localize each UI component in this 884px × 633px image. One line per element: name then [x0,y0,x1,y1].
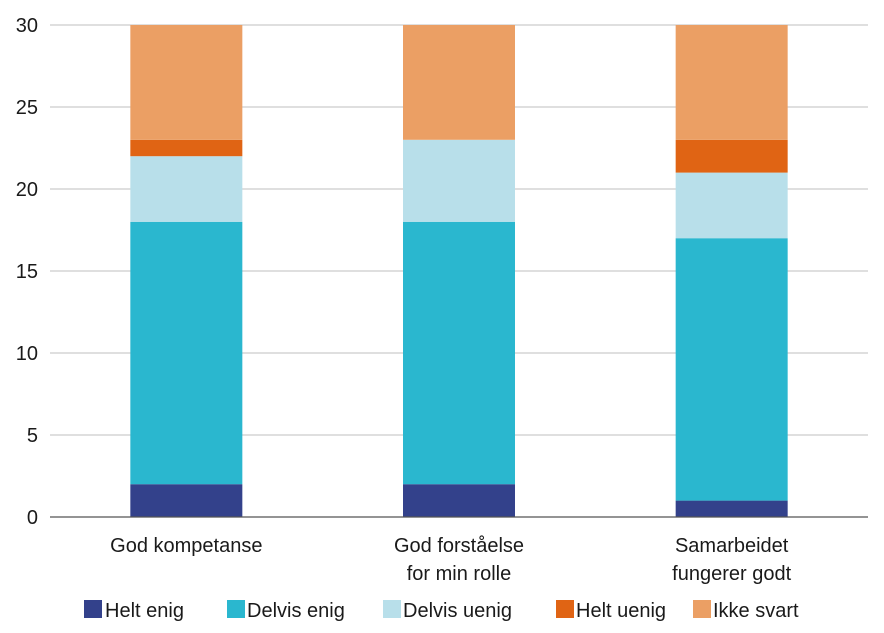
bar-segment-helt-enig [130,484,243,517]
legend-label-delvis-uenig: Delvis uenig [403,600,512,622]
legend-label-ikke-svart: Ikke svart [713,600,799,622]
bar-segment-helt-enig [675,500,788,517]
y-tick-label: 0 [27,507,38,529]
legend-label-helt-uenig: Helt uenig [576,600,666,622]
bar-segment-delvis-uenig [403,139,515,222]
x-tick-label: for min rolle [407,563,511,585]
legend-swatch-helt-uenig [556,600,574,618]
legend-label-delvis-enig: Delvis enig [247,600,345,622]
bar-segment-delvis-enig [403,221,515,485]
bar-segment-delvis-enig [130,221,243,485]
bar-segment-helt-uenig [130,139,243,157]
y-tick-label: 15 [16,261,38,283]
y-tick-label: 30 [16,15,38,37]
y-tick-label: 10 [16,343,38,365]
bar-segment-helt-enig [403,484,515,517]
x-tick-label: Samarbeidet [675,535,789,557]
legend-swatch-delvis-uenig [383,600,401,618]
y-tick-label: 5 [27,425,38,447]
bar-segment-helt-uenig [675,139,788,173]
bar-segment-ikke-svart [675,25,788,140]
axis-layer: 0 5 10 15 20 25 30 God kompetanse God forståelse… [16,15,868,585]
x-tick-label: God forståelse [394,535,524,557]
legend-label-helt-enig: Helt enig [105,600,184,622]
bar-segment-delvis-enig [675,238,788,501]
bar-segment-ikke-svart [403,25,515,140]
bar-segment-delvis-uenig [675,172,788,239]
y-tick-label: 20 [16,179,38,201]
legend-swatch-helt-enig [84,600,102,618]
legend-swatch-delvis-enig [227,600,245,618]
legend-layer: Helt enig Delvis enig Delvis uenig Helt uen… [84,600,799,622]
x-tick-label: fungerer godt [672,563,791,585]
bar-segment-ikke-svart [130,25,243,140]
bar-segment-delvis-uenig [130,156,243,222]
legend-swatch-ikke-svart [693,600,711,618]
bar-layer [130,25,788,517]
x-tick-label: God kompetanse [110,535,262,557]
y-tick-label: 25 [16,97,38,119]
